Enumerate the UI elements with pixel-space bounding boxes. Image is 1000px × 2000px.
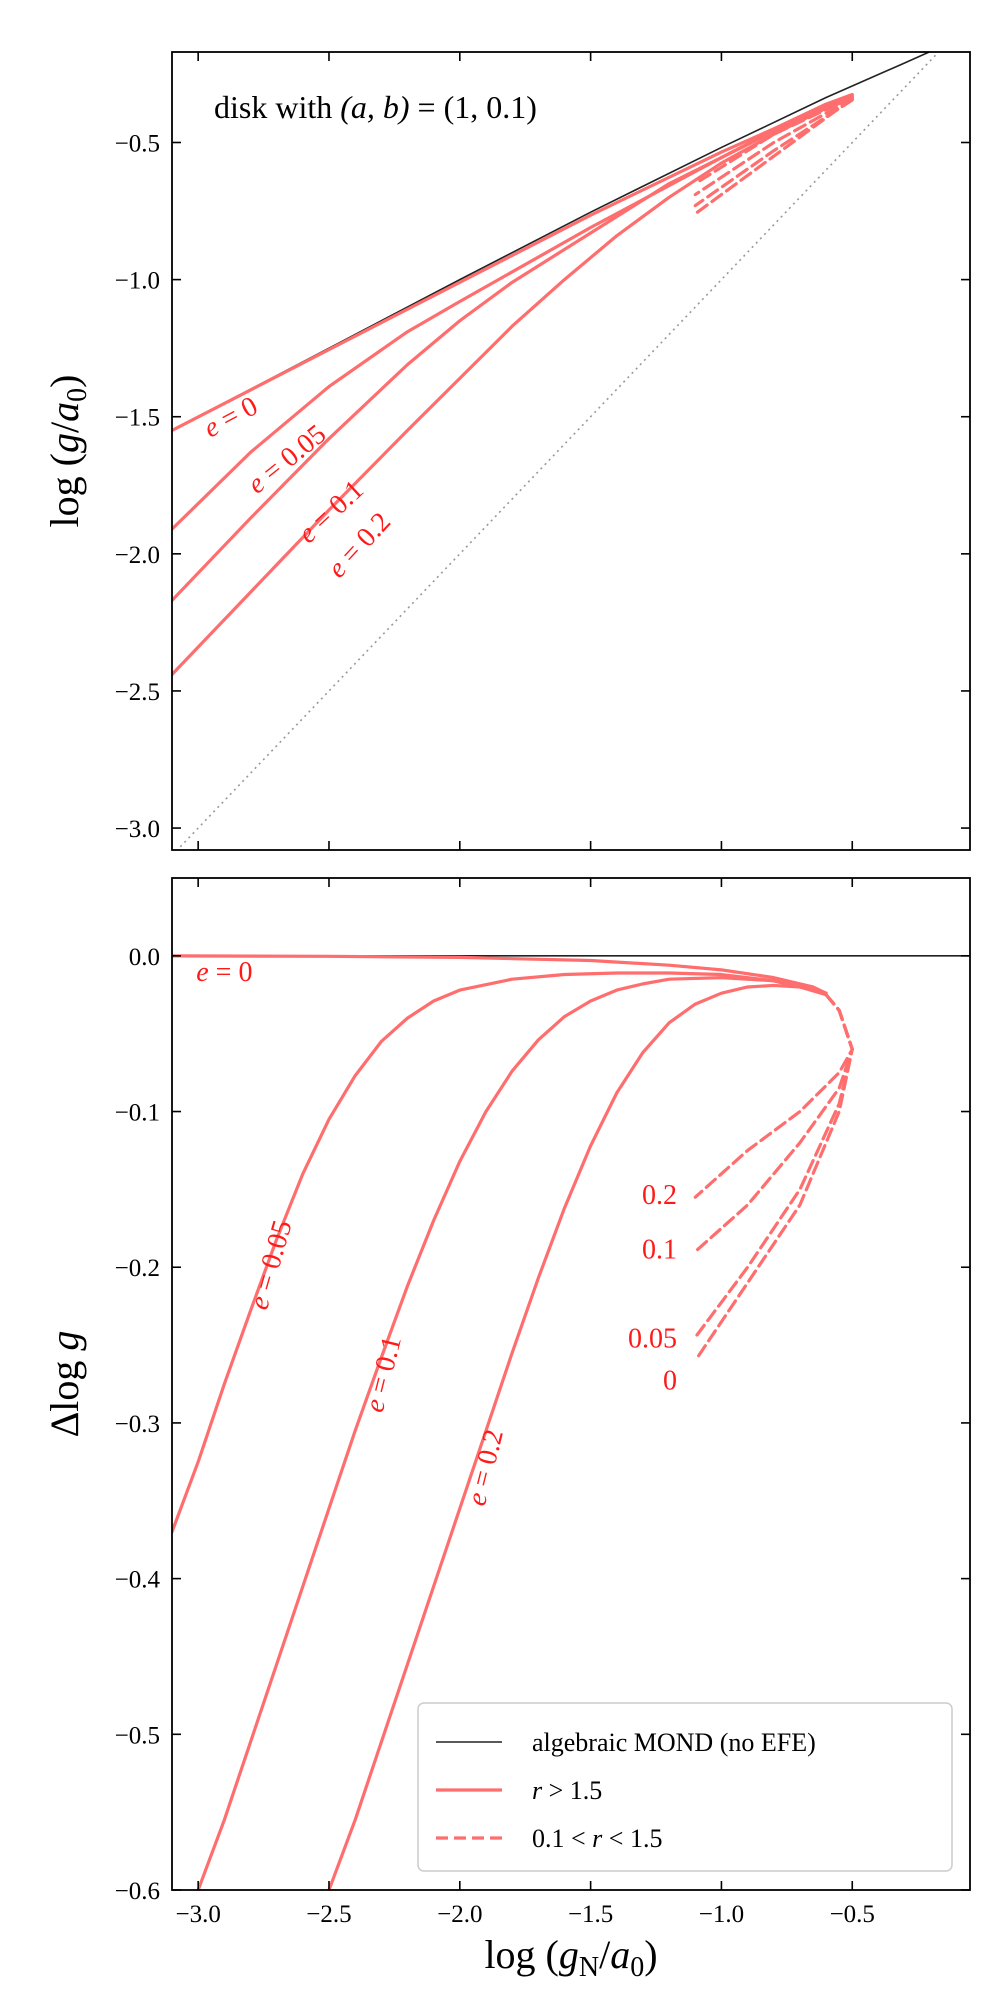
xlabel-suffix: ) bbox=[644, 1932, 657, 1977]
curve-label-e: e bbox=[196, 957, 208, 988]
bottom-ticks: −3.0 −2.5 −2.0 −1.5 −1.0 −0.5 0.0 −0.1 −0.2 −0.3 −… bbox=[115, 878, 970, 1928]
bottom-ytick-label: −0.2 bbox=[115, 1255, 160, 1282]
bottom-ytick-label: −0.3 bbox=[115, 1411, 160, 1438]
bottom-panel: e = 0e = 0.05e = 0.1e = 0.2 0.20.10.050 … bbox=[42, 877, 971, 1983]
annotation-ab: (a, b) bbox=[340, 89, 409, 125]
top-ylabel-slash: / bbox=[42, 421, 87, 433]
bottom-curve-label: e = 0.1 bbox=[359, 1333, 408, 1415]
top-ylabel-sub: 0 bbox=[62, 388, 93, 402]
bottom-series-solid-e-0_05 bbox=[172, 971, 828, 1534]
top-ylabel-var2: a bbox=[42, 402, 87, 422]
bottom-ytick-label: −0.4 bbox=[115, 1567, 161, 1594]
top-ytick-label: −2.0 bbox=[115, 542, 160, 569]
top-series bbox=[172, 52, 940, 850]
top-ytick-label: −2.5 bbox=[115, 679, 160, 706]
legend-dashed-tail: 1.5 bbox=[630, 1824, 663, 1853]
bottom-end-label: 0.2 bbox=[642, 1180, 677, 1211]
legend-solid-var: r bbox=[532, 1776, 543, 1805]
legend-solid-tail: 1.5 bbox=[570, 1776, 603, 1805]
bottom-xtick-label: −2.5 bbox=[306, 1901, 351, 1928]
legend-entry-dashed: 0.1 < r < 1.5 bbox=[532, 1824, 662, 1853]
bottom-ytick-label: −0.5 bbox=[115, 1722, 160, 1749]
bottom-ylabel-var: g bbox=[42, 1331, 87, 1351]
bottom-series-solid-e-0_2 bbox=[327, 983, 828, 1890]
curve-label-value: 0 bbox=[238, 957, 252, 988]
bottom-xtick-label: −1.0 bbox=[699, 1901, 744, 1928]
curve-label-eq: = bbox=[362, 1367, 399, 1403]
top-ylabel-suffix: ) bbox=[42, 375, 87, 388]
bottom-ytick-label: −0.1 bbox=[115, 1100, 160, 1127]
legend-entry-solid: r > 1.5 bbox=[532, 1776, 602, 1805]
legend-dashed-rel: < bbox=[602, 1824, 630, 1853]
legend-dashed-head: 0.1 < bbox=[532, 1824, 592, 1853]
bottom-end-label: 0.05 bbox=[628, 1323, 677, 1354]
xlabel-prefix: log ( bbox=[484, 1932, 558, 1977]
bottom-ytick-label: −0.6 bbox=[115, 1878, 160, 1905]
top-y-axis-title: log (g/a0) bbox=[42, 375, 93, 528]
bottom-curve-label: e = 0.05 bbox=[244, 1217, 299, 1313]
top-series-dashed-e-0 bbox=[693, 97, 854, 216]
bottom-series-dashed-e-0_1 bbox=[693, 993, 854, 1254]
legend-solid-rel: > bbox=[542, 1776, 570, 1805]
curve-label-value: 0.05 bbox=[255, 1217, 298, 1273]
bottom-series-solid-e-0_1 bbox=[196, 976, 828, 1890]
bottom-plot-frame bbox=[171, 877, 971, 1891]
top-ylabel-var: g bbox=[42, 433, 87, 453]
bottom-series-dashed-e-0_2 bbox=[693, 993, 854, 1199]
bottom-xtick-label: −3.0 bbox=[175, 1901, 220, 1928]
bottom-end-label: 0 bbox=[663, 1365, 677, 1396]
top-curve-label: e = 0.05 bbox=[242, 419, 332, 501]
legend-entry-mond: algebraic MOND (no EFE) bbox=[532, 1728, 816, 1757]
bottom-end-label: 0.1 bbox=[642, 1235, 677, 1266]
top-ticks: −3.0 −2.5 −2.0 −1.5 −1.0 −0.5 bbox=[115, 52, 970, 850]
bottom-series-solid-e-0 bbox=[172, 954, 828, 995]
top-annotation: disk with (a, b) = (1, 0.1) bbox=[214, 89, 537, 125]
top-ylabel-prefix: log ( bbox=[42, 453, 87, 527]
bottom-xtick-label: −1.5 bbox=[568, 1901, 613, 1928]
legend: algebraic MOND (no EFE) r > 1.5 0.1 < r … bbox=[417, 1702, 953, 1872]
xlabel-var: g bbox=[559, 1932, 579, 1977]
xlabel-sub: N bbox=[579, 1952, 599, 1983]
top-series-dashed-e-0_1 bbox=[693, 97, 854, 197]
bottom-series-dashed-e-0_05 bbox=[693, 993, 854, 1339]
bottom-ylabel-log: log bbox=[42, 1351, 87, 1412]
top-ytick-label: −1.5 bbox=[115, 405, 160, 432]
top-series-solid-e-0_1 bbox=[172, 95, 854, 603]
bottom-end-labels: 0.2 0.1 0.05 0 bbox=[628, 1180, 677, 1396]
top-curve-label: e = 0 bbox=[199, 391, 263, 445]
top-diagonal-line bbox=[176, 52, 940, 850]
bottom-xtick-label: −0.5 bbox=[830, 1901, 875, 1928]
top-curve-labels: e = 0e = 0.05e = 0.1e = 0.2 bbox=[199, 391, 397, 585]
bottom-curve-labels: e = 0e = 0.05e = 0.1e = 0.2 bbox=[196, 957, 510, 1509]
top-series-dashed-e-0_2 bbox=[693, 95, 854, 186]
xlabel-slash: / bbox=[599, 1932, 611, 1977]
top-ytick-label: −0.5 bbox=[115, 130, 160, 157]
bottom-xtick-label: −2.0 bbox=[437, 1901, 482, 1928]
bottom-ylabel-delta: Δ bbox=[42, 1412, 87, 1438]
xlabel-var2: a bbox=[610, 1932, 630, 1977]
top-ytick-label: −3.0 bbox=[115, 816, 160, 843]
curve-label-eq: = bbox=[209, 957, 239, 988]
curve-label-value: 0.2 bbox=[471, 1426, 510, 1467]
bottom-ytick-label: 0.0 bbox=[129, 944, 160, 971]
annotation-prefix: disk with bbox=[214, 89, 340, 125]
bottom-y-axis-title: Δlog g bbox=[42, 1331, 87, 1438]
annotation-eq: = bbox=[410, 89, 444, 125]
curve-label-eq: = bbox=[464, 1460, 501, 1496]
legend-box bbox=[417, 1702, 953, 1872]
top-panel: e = 0e = 0.05e = 0.1e = 0.2 −3.0 −2.5 −2.0… bbox=[42, 51, 971, 851]
x-axis-title: log (gN/a0) bbox=[484, 1932, 657, 1983]
top-series-dashed-e-0_05 bbox=[693, 98, 854, 208]
annotation-values: (1, 0.1) bbox=[444, 89, 537, 125]
top-series-solid-e-0_2 bbox=[172, 97, 854, 677]
top-ytick-label: −1.0 bbox=[115, 268, 160, 295]
bottom-curve-label: e = 0.2 bbox=[461, 1426, 510, 1508]
bottom-curve-label: e = 0 bbox=[196, 957, 252, 988]
legend-dashed-var: r bbox=[592, 1824, 603, 1853]
xlabel-sub2: 0 bbox=[630, 1952, 644, 1983]
curve-label-value: 0.1 bbox=[369, 1333, 408, 1374]
bottom-series bbox=[172, 954, 970, 1890]
top-plot-frame bbox=[171, 51, 971, 851]
